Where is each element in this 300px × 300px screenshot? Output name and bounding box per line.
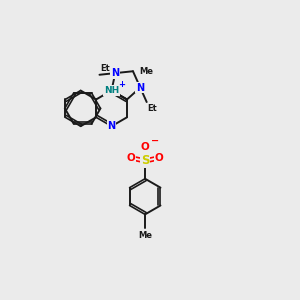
Text: N: N (136, 82, 144, 92)
Text: O: O (141, 142, 149, 152)
Text: Me: Me (138, 231, 152, 240)
Text: Me: Me (139, 67, 153, 76)
Text: O: O (127, 153, 136, 163)
Text: Et: Et (148, 104, 158, 113)
Text: S: S (141, 154, 149, 167)
Text: Et: Et (100, 64, 110, 73)
Text: −: − (151, 136, 159, 146)
Text: +: + (118, 80, 125, 88)
Text: N: N (111, 68, 119, 78)
Text: NH: NH (104, 86, 119, 95)
Text: O: O (154, 153, 163, 163)
Text: N: N (107, 121, 116, 131)
